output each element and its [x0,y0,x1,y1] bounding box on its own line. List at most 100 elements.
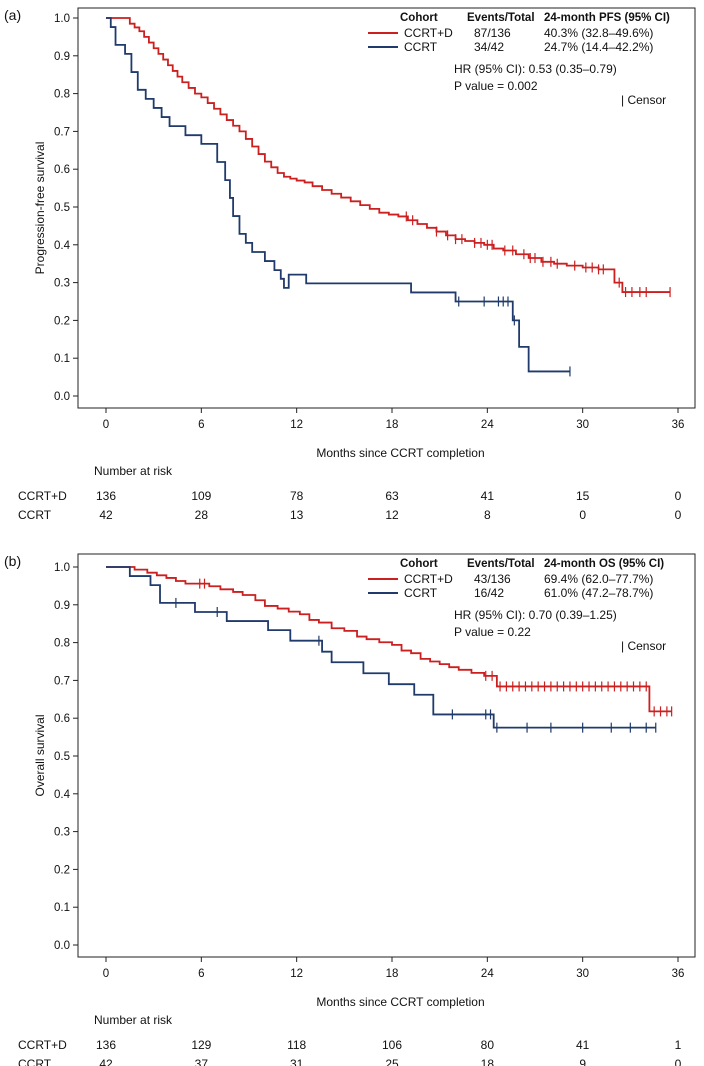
legend-header-events: Events/Total [467,558,535,570]
km-curve-ccrt [106,17,570,373]
panel-label: (a) [4,7,21,23]
risk-row-label: CCRT+D [18,1038,67,1052]
risk-count-value: 78 [290,489,304,503]
y-tick-label: 0.1 [54,353,70,365]
x-tick-label: 12 [290,419,303,431]
legend-header-cohort: Cohort [400,558,438,570]
risk-count-value: 15 [576,489,590,503]
x-tick-label: 24 [481,968,494,980]
hazard-ratio-text: HR (95% CI): 0.70 (0.39–1.25) [454,608,617,622]
km-panel-os: (b)0.00.10.20.30.40.50.60.70.80.91.00 6 12… [4,553,696,1066]
km-curve-ccrt-d [106,17,671,293]
y-tick-label: 0.5 [54,202,70,214]
risk-count-value: 25 [385,1057,399,1066]
y-tick-label: 0.0 [54,391,70,403]
hazard-ratio-text: HR (95% CI): 0.53 (0.35–0.79) [454,62,617,76]
km-panel-pfs: (a) 0.0 0.1 0.2 0.3 0.4 0.5 0.6 0.7 0.8 0.9 1.0 0 6 12… [4,7,696,522]
risk-count-value: 41 [576,1038,590,1052]
x-tick-label: 12 [290,968,303,980]
risk-count-value: 41 [481,489,495,503]
risk-count-value: 28 [195,508,209,522]
x-tick-label: 24 [481,419,494,431]
risk-count-value: 42 [99,508,113,522]
legend-cohort-label: CCRT [404,40,438,54]
x-tick-label: 36 [672,419,685,431]
y-tick-label: 1.0 [54,13,70,25]
risk-count-value: 9 [579,1057,586,1066]
y-axis-label: Overall survival [33,714,47,796]
panel-label: (b) [4,553,21,569]
legend-cohort-label: CCRT+D [404,26,453,40]
risk-count-value: 129 [191,1038,211,1052]
km-curve-ccrt-d [106,566,672,713]
x-tick-label: 36 [672,968,685,980]
x-tick-label: 0 [103,419,109,431]
x-tick-label: 18 [386,419,399,431]
risk-count-value: 42 [99,1057,113,1066]
x-tick-label: 0 [103,968,109,980]
legend-events-value: 43/136 [474,572,511,586]
y-tick-label: 0.8 [54,638,70,650]
y-tick-label: 0.2 [54,864,70,876]
x-tick-label: 18 [386,968,399,980]
censor-legend-text: | Censor [621,93,666,107]
risk-row-label: CCRT [18,508,52,522]
legend-header-cohort: Cohort [400,12,438,24]
x-tick-label: 30 [576,419,589,431]
risk-count-value: 37 [195,1057,209,1066]
risk-count-value: 8 [484,508,491,522]
x-axis-label: Months since CCRT completion [316,995,484,1009]
risk-row-label: CCRT+D [18,489,67,503]
legend-events-value: 16/42 [474,586,504,600]
risk-count-value: 0 [675,489,682,503]
x-tick-label: 30 [576,968,589,980]
risk-count-value: 18 [481,1057,495,1066]
risk-count-value: 136 [96,1038,116,1052]
y-tick-label: 1.0 [54,562,70,574]
y-tick-label: 0.8 [54,89,70,101]
legend-header-estimate: 24-month OS (95% CI) [544,558,664,570]
plot-frame [77,7,696,409]
risk-count-value: 31 [290,1057,304,1066]
risk-count-value: 13 [290,508,304,522]
y-tick-label: 0.4 [54,240,71,252]
legend-estimate-value: 24.7% (14.4–42.2%) [544,40,653,54]
risk-count-value: 106 [382,1038,402,1052]
legend-events-value: 34/42 [474,40,504,54]
risk-count-value: 0 [675,508,682,522]
risk-count-value: 80 [481,1038,495,1052]
legend-events-value: 87/136 [474,26,511,40]
x-axis-label: Months since CCRT completion [316,446,484,460]
x-tick-label: 6 [198,419,204,431]
y-tick-label: 0.4 [54,789,71,801]
legend-estimate-value: 69.4% (62.0–77.7%) [544,572,653,586]
risk-table-title: Number at risk [94,1013,173,1027]
risk-count-value: 109 [191,489,211,503]
risk-count-value: 0 [579,508,586,522]
risk-table-title: Number at risk [94,464,173,478]
censor-legend-text: | Censor [621,639,666,653]
risk-count-value: 0 [675,1057,682,1066]
km-curve-ccrt [106,566,656,729]
x-tick-label: 6 [198,968,204,980]
p-value-text: P value = 0.002 [454,79,538,93]
y-tick-label: 0.2 [54,315,70,327]
y-tick-label: 0.7 [54,675,70,687]
y-tick-label: 0.1 [54,902,70,914]
legend-cohort-label: CCRT+D [404,572,453,586]
y-tick-label: 0.3 [54,827,70,839]
y-tick-label: 0.9 [54,600,70,612]
risk-count-value: 118 [287,1038,306,1052]
risk-count-value: 1 [675,1038,682,1052]
y-axis-label: Progression-free survival [33,142,47,275]
y-tick-label: 0.7 [54,126,70,138]
risk-row-label: CCRT [18,1057,52,1066]
y-tick-label: 0.3 [54,278,70,290]
legend-estimate-value: 61.0% (47.2–78.7%) [544,586,653,600]
y-tick-label: 0.5 [54,751,70,763]
risk-count-value: 63 [385,489,399,503]
risk-count-value: 136 [96,489,116,503]
risk-count-value: 12 [385,508,399,522]
